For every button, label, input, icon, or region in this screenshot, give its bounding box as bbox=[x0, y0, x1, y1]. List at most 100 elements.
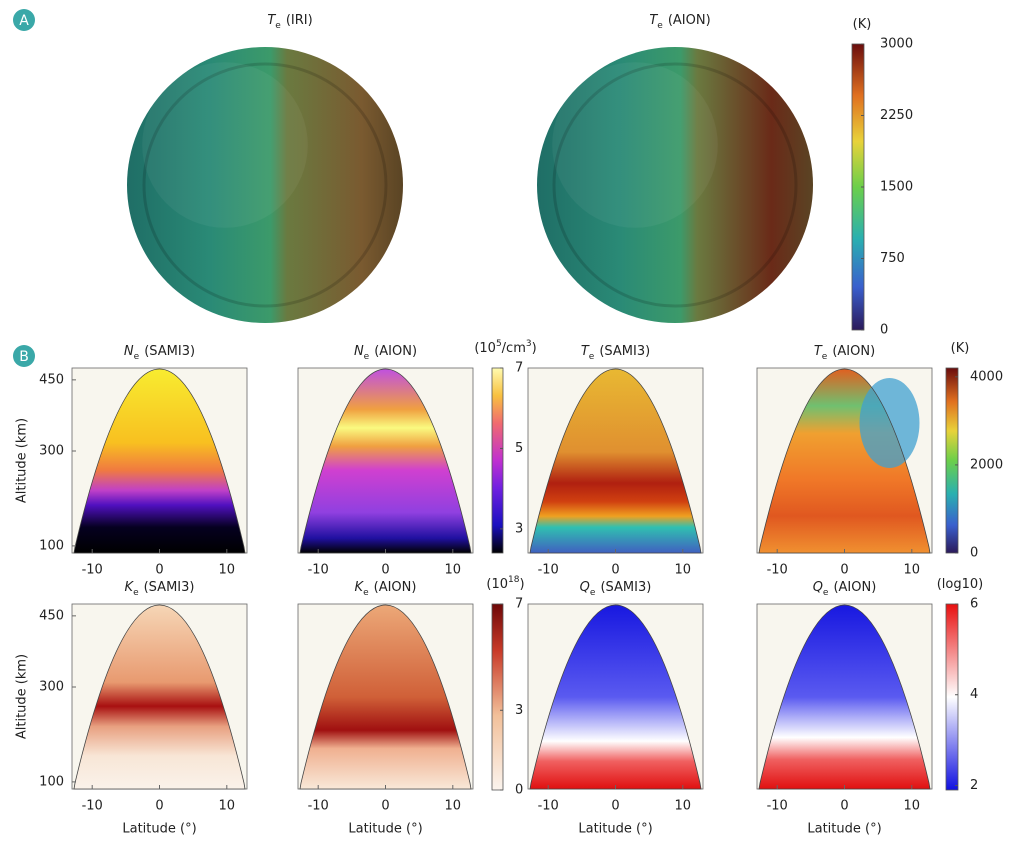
y-tick-label: 300 bbox=[39, 680, 64, 695]
x-tick-label: -10 bbox=[767, 563, 788, 578]
chart-title-part: (SAMI3) bbox=[144, 344, 195, 359]
chart-title-part: T bbox=[581, 344, 590, 359]
colorbar-tick-label: 5 bbox=[515, 441, 523, 456]
colorbar-label-part: (log10) bbox=[937, 577, 984, 592]
chart-title-part: T bbox=[814, 344, 823, 359]
x-tick-label: 10 bbox=[219, 563, 236, 578]
chart-title-part: K bbox=[125, 580, 135, 595]
x-tick-label: 10 bbox=[675, 799, 692, 814]
x-tick-label: 10 bbox=[445, 563, 462, 578]
colorbar-label: (K) bbox=[853, 17, 872, 32]
colorbar bbox=[945, 603, 959, 791]
chart-title: Ne (AION) bbox=[354, 344, 417, 362]
colorbar-label-part: 5 bbox=[496, 339, 502, 349]
x-tick-label: 10 bbox=[445, 799, 462, 814]
colorbar-label-part: (K) bbox=[951, 341, 970, 356]
colorbar-label: (1018) bbox=[486, 575, 524, 592]
panel-badge bbox=[13, 9, 35, 31]
x-tick-label: -10 bbox=[82, 563, 103, 578]
field-outline bbox=[299, 604, 472, 790]
field-outline bbox=[758, 368, 931, 554]
colorbar-label-part: (10 bbox=[474, 341, 496, 356]
globe bbox=[127, 47, 403, 323]
colorbar-label-part: (K) bbox=[853, 17, 872, 32]
chart-title-part: e bbox=[363, 588, 369, 598]
chart-title: Qe (SAMI3) bbox=[580, 580, 652, 598]
chart-title-part: (SAMI3) bbox=[600, 580, 651, 595]
colorbar-tick-label: 7 bbox=[515, 597, 523, 612]
colorbar-label: (K) bbox=[951, 341, 970, 356]
chart-title-part: (AION) bbox=[833, 580, 876, 595]
colorbar-label-part: ) bbox=[520, 577, 525, 592]
colorbar-label-part: ) bbox=[532, 341, 537, 356]
chart-title-part: e bbox=[275, 21, 281, 31]
x-tick-label: 0 bbox=[611, 563, 619, 578]
colorbar-label-part: 18 bbox=[508, 575, 520, 585]
y-tick-label: 450 bbox=[39, 372, 64, 387]
chart-title: Qe (AION) bbox=[813, 580, 877, 598]
x-axis-label: Latitude (°) bbox=[578, 822, 652, 837]
colorbar-tick-label: 7 bbox=[515, 361, 523, 376]
x-tick-label: -10 bbox=[308, 799, 329, 814]
chart-title-part: N bbox=[354, 344, 364, 359]
y-tick-label: 450 bbox=[39, 608, 64, 623]
y-tick-label: 300 bbox=[39, 444, 64, 459]
field-outline bbox=[529, 604, 702, 790]
colorbar bbox=[491, 367, 504, 554]
x-tick-label: 0 bbox=[381, 563, 389, 578]
chart-title-part: T bbox=[267, 13, 276, 28]
y-axis-label: Altitude (km) bbox=[15, 654, 30, 739]
chart-title: Ne (SAMI3) bbox=[124, 344, 195, 362]
chart-title-part: (SAMI3) bbox=[599, 344, 650, 359]
colorbar-tick-label: 4 bbox=[970, 687, 978, 702]
x-tick-label: -10 bbox=[767, 799, 788, 814]
colorbar-label-part: 3 bbox=[526, 339, 532, 349]
x-tick-label: 0 bbox=[381, 799, 389, 814]
x-tick-label: 10 bbox=[904, 799, 921, 814]
panel-label: A bbox=[19, 13, 29, 29]
colorbar-tick-label: 1500 bbox=[880, 180, 913, 195]
y-tick-label: 100 bbox=[39, 538, 64, 553]
field-patch bbox=[859, 378, 920, 468]
chart-title-part: e bbox=[134, 352, 140, 362]
y-axis-label: Altitude (km) bbox=[15, 418, 30, 503]
x-tick-label: -10 bbox=[538, 563, 559, 578]
x-tick-label: 0 bbox=[155, 563, 163, 578]
field-outline bbox=[73, 368, 246, 554]
chart-title-part: N bbox=[124, 344, 134, 359]
chart-title-part: e bbox=[823, 588, 829, 598]
chart-title-part: (SAMI3) bbox=[144, 580, 195, 595]
panel-badge bbox=[13, 345, 35, 367]
chart-title-part: T bbox=[649, 13, 658, 28]
field-outline bbox=[73, 604, 246, 790]
colorbar-tick-label: 0 bbox=[880, 323, 888, 338]
chart-title: Ke (AION) bbox=[355, 580, 417, 598]
x-tick-label: 0 bbox=[155, 799, 163, 814]
y-tick-label: 100 bbox=[39, 774, 64, 789]
colorbar-tick-label: 3000 bbox=[880, 37, 913, 52]
x-tick-label: -10 bbox=[308, 563, 329, 578]
colorbar-tick-label: 0 bbox=[970, 546, 978, 561]
x-tick-label: 10 bbox=[219, 799, 236, 814]
x-tick-label: 0 bbox=[840, 799, 848, 814]
x-axis-label: Latitude (°) bbox=[348, 822, 422, 837]
x-tick-label: 0 bbox=[611, 799, 619, 814]
colorbar-tick-label: 4000 bbox=[970, 369, 1003, 384]
chart-title-part: (AION) bbox=[374, 580, 417, 595]
colorbar-label-part: /cm bbox=[502, 341, 526, 356]
chart-title-part: (AION) bbox=[668, 13, 711, 28]
colorbar-tick-label: 6 bbox=[970, 597, 978, 612]
field-outline bbox=[529, 368, 702, 554]
chart-title-part: e bbox=[822, 352, 828, 362]
x-tick-label: -10 bbox=[82, 799, 103, 814]
chart-title-part: Q bbox=[580, 580, 590, 595]
colorbar-tick-label: 3 bbox=[515, 703, 523, 718]
chart-title: Te (SAMI3) bbox=[581, 344, 650, 362]
x-tick-label: 10 bbox=[904, 563, 921, 578]
x-tick-label: -10 bbox=[538, 799, 559, 814]
colorbar-tick-label: 2250 bbox=[880, 108, 913, 123]
colorbar-label: (105/cm3) bbox=[474, 339, 536, 356]
colorbar-tick-label: 2000 bbox=[970, 457, 1003, 472]
